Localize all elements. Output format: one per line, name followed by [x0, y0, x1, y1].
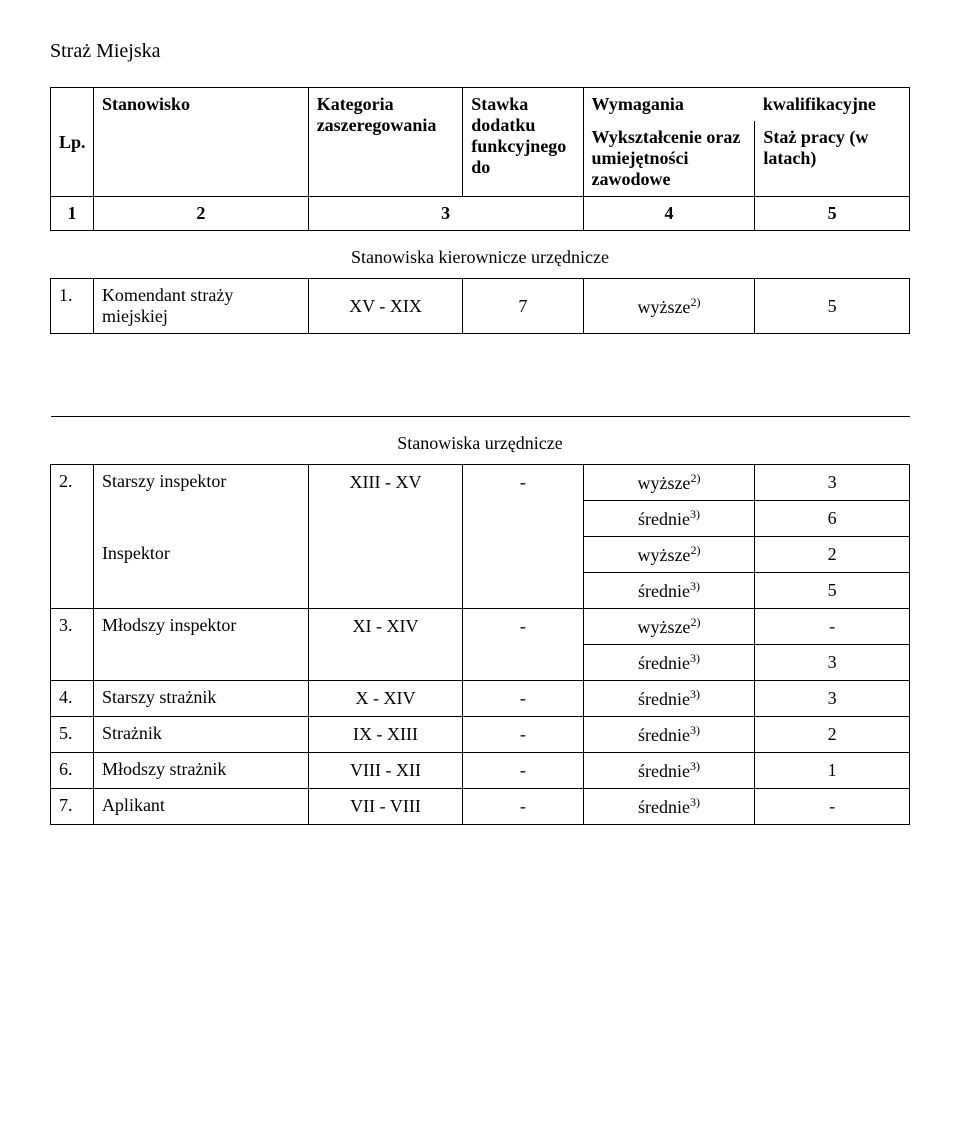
r2b-lp: [51, 501, 94, 537]
r7-cat: VII - VIII: [308, 789, 463, 825]
r6-edu: średnie3): [583, 753, 755, 789]
r4-exp: 3: [755, 681, 910, 717]
r6-name: Młodszy strażnik: [93, 753, 308, 789]
header-stanowisko: Stanowisko: [93, 88, 308, 197]
colnum-4: 4: [583, 197, 755, 231]
r7-rate: -: [463, 789, 583, 825]
r7-edu: średnie3): [583, 789, 755, 825]
r7-lp: 7.: [51, 789, 94, 825]
r1-name: Komendant straży miejskiej: [93, 279, 308, 334]
r2d-edu: średnie3): [583, 573, 755, 609]
r2c-lp: [51, 537, 94, 573]
section-header-2: Stanowiska urzędnicze: [51, 417, 910, 465]
r6-lp: 6.: [51, 753, 94, 789]
r3b-cat: [308, 645, 463, 681]
r3-name: Młodszy inspektor: [93, 609, 308, 645]
header-lp: Lp.: [51, 88, 94, 197]
r2b-cat: [308, 501, 463, 537]
r3b-name: [93, 645, 308, 681]
header-wymagania: Wymagania: [583, 88, 755, 122]
r3-rate: -: [463, 609, 583, 645]
r2-edu: wyższe2): [583, 465, 755, 501]
r1-edu: wyższe2): [583, 279, 755, 334]
r4-rate: -: [463, 681, 583, 717]
header-kategoria: Kategoria zaszeregowania: [308, 88, 463, 197]
r2b-exp: 6: [755, 501, 910, 537]
colnum-1: 1: [51, 197, 94, 231]
r2c-exp: 2: [755, 537, 910, 573]
header-stawka: Stawka dodatku funkcyjnego do: [463, 88, 583, 197]
r6-cat: VIII - XII: [308, 753, 463, 789]
header-kwalifikacyjne: kwalifikacyjne: [755, 88, 910, 122]
header-wyksztalcenie: Wykształcenie oraz umiejętności zawodowe: [583, 121, 755, 197]
r4-edu: średnie3): [583, 681, 755, 717]
r2-cat: XIII - XV: [308, 465, 463, 501]
r4-lp: 4.: [51, 681, 94, 717]
r2b-name: [93, 501, 308, 537]
r2-exp: 3: [755, 465, 910, 501]
page-title: Straż Miejska: [50, 40, 910, 63]
r5-edu: średnie3): [583, 717, 755, 753]
colnum-2: 2: [93, 197, 308, 231]
spacer: [51, 334, 910, 417]
r6-rate: -: [463, 753, 583, 789]
r5-exp: 2: [755, 717, 910, 753]
r3b-lp: [51, 645, 94, 681]
r2d-exp: 5: [755, 573, 910, 609]
r2-rate: -: [463, 465, 583, 501]
r2c-cat: [308, 537, 463, 573]
r5-name: Strażnik: [93, 717, 308, 753]
r2b-edu: średnie3): [583, 501, 755, 537]
section-header-1: Stanowiska kierownicze urzędnicze: [51, 231, 910, 279]
r2b-rate: [463, 501, 583, 537]
r3-cat: XI - XIV: [308, 609, 463, 645]
r4-cat: X - XIV: [308, 681, 463, 717]
r2c-name: Inspektor: [93, 537, 308, 573]
r2d-name: [93, 573, 308, 609]
r1-cat: XV - XIX: [308, 279, 463, 334]
r2d-rate: [463, 573, 583, 609]
r2d-lp: [51, 573, 94, 609]
r1-lp: 1.: [51, 279, 94, 334]
r3b-edu: średnie3): [583, 645, 755, 681]
r3-edu: wyższe2): [583, 609, 755, 645]
r3b-exp: 3: [755, 645, 910, 681]
r7-name: Aplikant: [93, 789, 308, 825]
r3-lp: 3.: [51, 609, 94, 645]
r2c-edu: wyższe2): [583, 537, 755, 573]
r2d-cat: [308, 573, 463, 609]
r4-name: Starszy strażnik: [93, 681, 308, 717]
r2c-rate: [463, 537, 583, 573]
r5-rate: -: [463, 717, 583, 753]
colnum-3: 3: [308, 197, 583, 231]
r1-rate: 7: [463, 279, 583, 334]
r6-exp: 1: [755, 753, 910, 789]
classification-table: Lp. Stanowisko Kategoria zaszeregowania …: [50, 87, 910, 825]
header-staz: Staż pracy (w latach): [755, 121, 910, 197]
r7-exp: -: [755, 789, 910, 825]
r5-lp: 5.: [51, 717, 94, 753]
r3-exp: -: [755, 609, 910, 645]
colnum-5: 5: [755, 197, 910, 231]
r2-lp: 2.: [51, 465, 94, 501]
r3b-rate: [463, 645, 583, 681]
r2-name: Starszy inspektor: [93, 465, 308, 501]
r5-cat: IX - XIII: [308, 717, 463, 753]
r1-exp: 5: [755, 279, 910, 334]
